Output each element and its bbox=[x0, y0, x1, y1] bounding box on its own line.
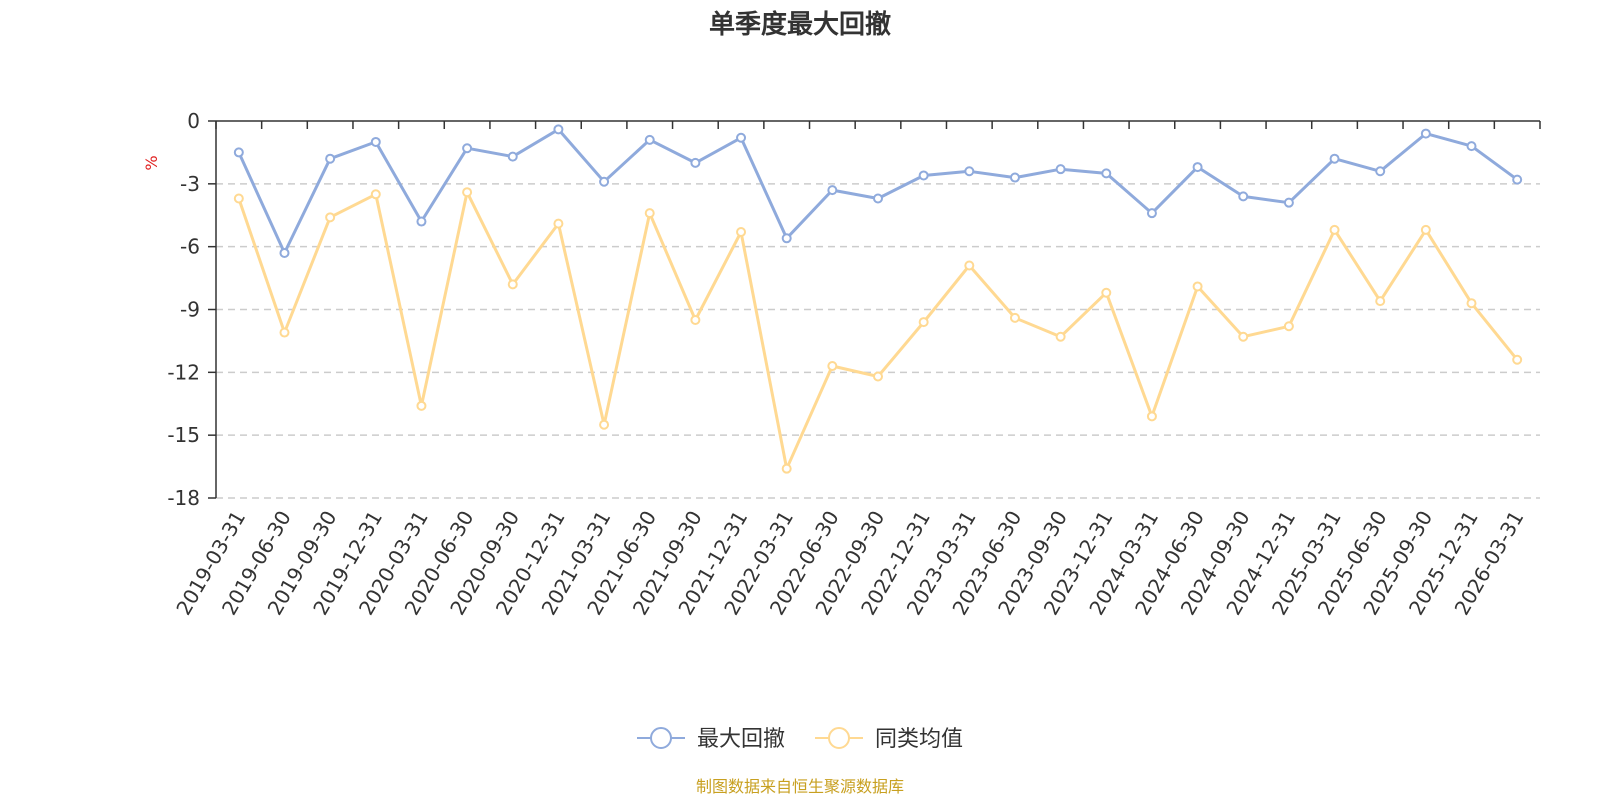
data-point[interactable] bbox=[553, 218, 564, 229]
data-point[interactable] bbox=[507, 151, 518, 162]
data-point[interactable] bbox=[462, 143, 473, 154]
data-point[interactable] bbox=[1009, 172, 1020, 183]
data-point[interactable] bbox=[1055, 331, 1066, 342]
series-line-1 bbox=[237, 190, 1519, 471]
data-point[interactable] bbox=[233, 147, 244, 158]
data-point[interactable] bbox=[918, 170, 929, 181]
data-point[interactable] bbox=[325, 212, 336, 223]
data-point[interactable] bbox=[827, 185, 838, 196]
data-point[interactable] bbox=[781, 233, 792, 244]
data-point[interactable] bbox=[1055, 164, 1066, 175]
data-point[interactable] bbox=[644, 134, 655, 145]
data-point[interactable] bbox=[553, 124, 564, 135]
data-point[interactable] bbox=[462, 187, 473, 198]
data-source-note: 制图数据来自恒生聚源数据库 bbox=[696, 777, 904, 796]
y-tick-label: -12 bbox=[167, 360, 200, 384]
data-point[interactable] bbox=[1466, 141, 1477, 152]
data-point[interactable] bbox=[964, 166, 975, 177]
y-tick-label: -18 bbox=[167, 486, 200, 510]
legend-label-series-0: 最大回撤 bbox=[697, 727, 785, 752]
data-point[interactable] bbox=[1283, 197, 1294, 208]
legend-marker-icon bbox=[650, 727, 672, 749]
data-point[interactable] bbox=[736, 227, 747, 238]
data-point[interactable] bbox=[1238, 331, 1249, 342]
grid-lines bbox=[216, 183, 1540, 499]
data-point[interactable] bbox=[1512, 354, 1523, 365]
legend-item-series-0[interactable]: 最大回撤 bbox=[637, 727, 785, 752]
data-point[interactable] bbox=[1420, 128, 1431, 139]
y-tick-labels: 0 -3 -6 -9 -12 -15 -18 bbox=[167, 109, 200, 510]
data-point[interactable] bbox=[736, 132, 747, 143]
data-point[interactable] bbox=[416, 400, 427, 411]
data-point[interactable] bbox=[279, 247, 290, 258]
legend-label-series-1: 同类均值 bbox=[875, 727, 963, 752]
series-line-0 bbox=[237, 127, 1519, 255]
data-point[interactable] bbox=[370, 136, 381, 147]
data-point[interactable] bbox=[1192, 162, 1203, 173]
data-point[interactable] bbox=[690, 157, 701, 168]
data-point[interactable] bbox=[873, 371, 883, 382]
data-point[interactable] bbox=[1375, 296, 1386, 307]
y-tick-label: -15 bbox=[167, 423, 200, 447]
legend-item-series-1[interactable]: 同类均值 bbox=[815, 727, 963, 752]
data-point[interactable] bbox=[1146, 411, 1157, 422]
data-point[interactable] bbox=[690, 314, 701, 325]
data-point[interactable] bbox=[781, 463, 792, 474]
data-point[interactable] bbox=[599, 176, 610, 187]
y-tick-label: -6 bbox=[180, 235, 200, 259]
series-lines bbox=[233, 124, 1523, 474]
legend[interactable]: 最大回撤 同类均值 bbox=[637, 727, 963, 752]
data-point[interactable] bbox=[1101, 287, 1112, 298]
chart-title: 单季度最大回撤 bbox=[709, 9, 891, 40]
data-point[interactable] bbox=[279, 327, 290, 338]
data-point[interactable] bbox=[370, 189, 381, 200]
y-tick-label: -9 bbox=[180, 298, 200, 322]
y-tick-label: 0 bbox=[187, 109, 200, 133]
data-point[interactable] bbox=[1146, 208, 1157, 219]
data-point[interactable] bbox=[599, 419, 610, 430]
data-point[interactable] bbox=[1009, 312, 1020, 323]
data-point[interactable] bbox=[1466, 298, 1477, 309]
data-point[interactable] bbox=[918, 317, 929, 328]
data-point[interactable] bbox=[1329, 224, 1340, 235]
legend-marker-icon bbox=[828, 727, 850, 749]
data-point[interactable] bbox=[964, 260, 975, 271]
data-point[interactable] bbox=[1101, 168, 1112, 179]
data-point[interactable] bbox=[1329, 153, 1340, 164]
data-point[interactable] bbox=[1512, 174, 1523, 185]
data-point[interactable] bbox=[1283, 321, 1294, 332]
data-point[interactable] bbox=[827, 361, 838, 372]
data-point[interactable] bbox=[1192, 281, 1203, 292]
y-tick-label: -3 bbox=[180, 172, 200, 196]
data-point[interactable] bbox=[1375, 166, 1386, 177]
x-tick-labels: 2019-03-312019-06-302019-09-302019-12-31… bbox=[171, 506, 1528, 619]
axes bbox=[208, 120, 1541, 499]
data-point[interactable] bbox=[416, 216, 427, 227]
data-point[interactable] bbox=[644, 208, 655, 219]
data-point[interactable] bbox=[1420, 224, 1431, 235]
data-point[interactable] bbox=[233, 193, 244, 204]
data-point[interactable] bbox=[325, 153, 336, 164]
data-point[interactable] bbox=[507, 279, 518, 290]
data-point[interactable] bbox=[873, 193, 883, 204]
y-axis-unit: % bbox=[142, 155, 161, 170]
data-point[interactable] bbox=[1238, 191, 1249, 202]
